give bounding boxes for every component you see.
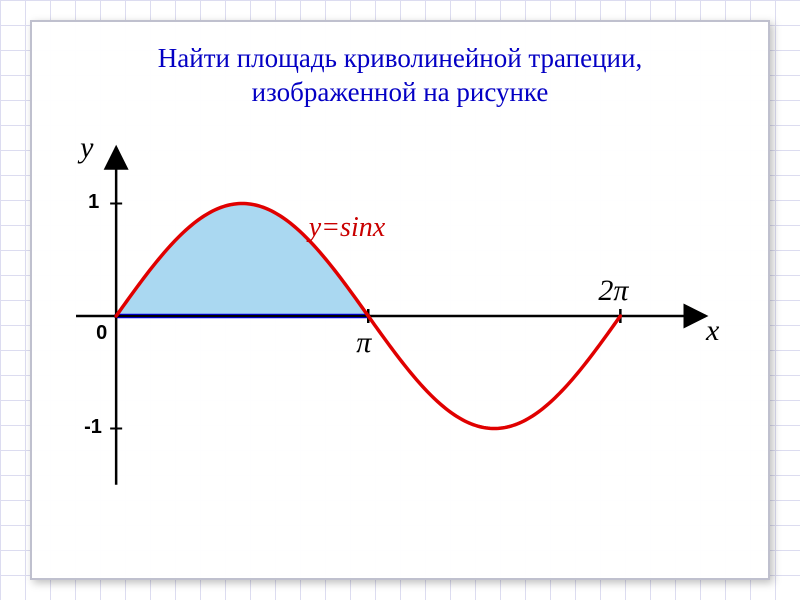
y-axis-label: y: [80, 131, 93, 165]
chart: y x 1 -1 0 π 2π y=sinx: [58, 126, 738, 506]
title: Найти площадь криволинейной трапеции, из…: [98, 42, 702, 110]
x-tick-pi: π: [356, 326, 371, 360]
slide-frame: Найти площадь криволинейной трапеции, из…: [30, 20, 770, 580]
x-axis-label: x: [706, 314, 719, 348]
title-line-2: изображенной на рисунке: [252, 77, 549, 107]
graph-paper: Найти площадь криволинейной трапеции, из…: [0, 0, 800, 600]
y-tick-1: 1: [88, 191, 99, 214]
function-label: y=sinx: [309, 212, 385, 244]
x-tick-2pi: 2π: [598, 274, 628, 308]
title-line-1: Найти площадь криволинейной трапеции,: [158, 43, 642, 73]
chart-svg: [58, 126, 738, 506]
y-tick-minus1: -1: [84, 416, 102, 439]
origin-label: 0: [96, 322, 107, 345]
